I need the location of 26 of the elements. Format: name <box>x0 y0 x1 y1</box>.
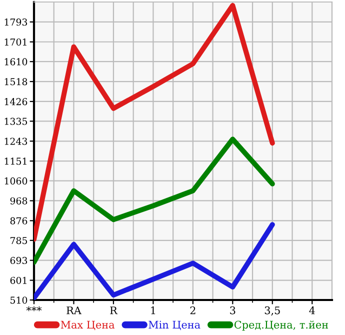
y-tick-label: 785 <box>10 236 28 244</box>
x-tick-label: 3,5 <box>264 306 280 316</box>
y-tick-label: 1243 <box>4 138 28 145</box>
x-tick-label: R <box>110 306 118 314</box>
y-tick-label: 1518 <box>4 78 28 86</box>
y-tick-label: 1701 <box>4 38 26 46</box>
x-tick-label: RA <box>66 306 82 314</box>
x-tick-label: 1 <box>151 306 156 314</box>
y-tick-label: 1335 <box>4 118 28 125</box>
y-tick-label: 693 <box>10 256 28 264</box>
x-tick-label: 3 <box>230 306 236 314</box>
y-tick-label: 968 <box>10 197 28 204</box>
legend-label: Min Цена <box>148 320 200 330</box>
y-tick-label: 1426 <box>4 98 28 106</box>
y-tick-label: 876 <box>10 217 28 224</box>
legend-label: Сред.Цена, т.йен <box>234 320 328 331</box>
y-tick-label: 1060 <box>4 177 28 185</box>
x-tick-label: 4 <box>309 306 315 314</box>
y-tick-label: 510 <box>10 296 28 304</box>
y-tick-label: 1151 <box>4 158 26 165</box>
y-tick-label: 601 <box>10 276 26 284</box>
legend-label: Max Цена <box>60 320 115 330</box>
y-tick-label: 1793 <box>4 18 28 26</box>
x-tick-label: *** <box>26 306 42 312</box>
y-tick-label: 1610 <box>4 58 28 66</box>
x-tick-label: 2 <box>190 306 196 314</box>
